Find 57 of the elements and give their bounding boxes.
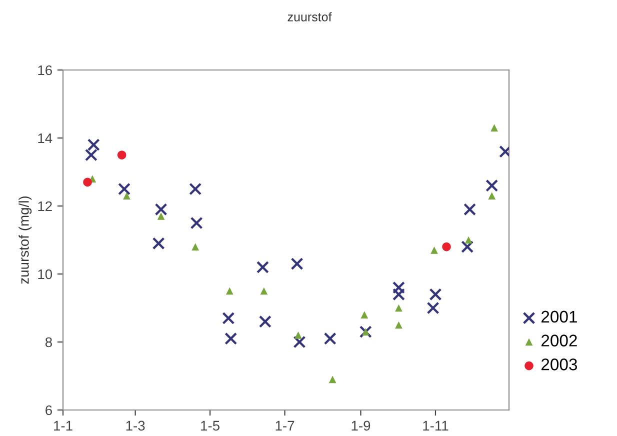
y-tick-label: 12 <box>38 201 52 212</box>
point <box>83 178 92 187</box>
point <box>190 216 203 230</box>
point <box>464 203 476 216</box>
point <box>117 150 126 160</box>
point <box>84 148 98 162</box>
point <box>486 179 498 192</box>
point <box>328 376 336 384</box>
point <box>118 182 131 196</box>
point <box>426 302 440 314</box>
point <box>429 288 442 301</box>
point <box>258 315 272 328</box>
point <box>362 328 370 336</box>
y-tick-label: 6 <box>46 405 52 416</box>
point <box>157 212 165 220</box>
point <box>359 326 372 338</box>
x-tick-label: 1-5 <box>201 420 220 431</box>
point <box>154 203 168 216</box>
y-tick-label: 14 <box>38 133 52 144</box>
chart-title: zuurstof <box>288 12 332 22</box>
y-tick-label: 8 <box>45 337 52 348</box>
point <box>189 182 202 196</box>
point <box>293 336 306 348</box>
x-tick-label: 1-7 <box>276 420 294 430</box>
point <box>226 287 234 295</box>
point <box>152 237 165 250</box>
point <box>222 312 235 324</box>
point <box>192 243 200 250</box>
y-tick-label: 10 <box>38 269 52 280</box>
point <box>490 124 498 132</box>
point <box>123 192 130 200</box>
point <box>430 246 438 254</box>
point <box>294 332 302 339</box>
point <box>224 332 238 345</box>
y-tick-label: 16 <box>38 65 52 76</box>
point <box>464 236 472 244</box>
legend-label: 2002 <box>542 334 577 346</box>
point <box>324 332 336 345</box>
point <box>392 288 405 301</box>
x-tick-label: 1-3 <box>126 420 145 431</box>
x-tick-label: 1-9 <box>352 420 370 431</box>
x-tick-label: 1-11 <box>423 420 448 430</box>
point <box>461 240 474 254</box>
point <box>488 192 496 200</box>
point <box>392 281 405 294</box>
point <box>260 287 268 295</box>
point <box>442 242 451 252</box>
point <box>290 258 304 270</box>
y-axis-title: zuurstof (mg/l) <box>18 196 32 284</box>
point <box>395 304 402 312</box>
point <box>87 138 100 152</box>
x-tick-label: 1-1 <box>54 420 72 430</box>
point <box>360 311 368 318</box>
legend-label: 2001 <box>542 310 577 323</box>
point <box>256 260 269 274</box>
legend-label: 2003 <box>542 358 578 370</box>
point <box>395 321 402 329</box>
